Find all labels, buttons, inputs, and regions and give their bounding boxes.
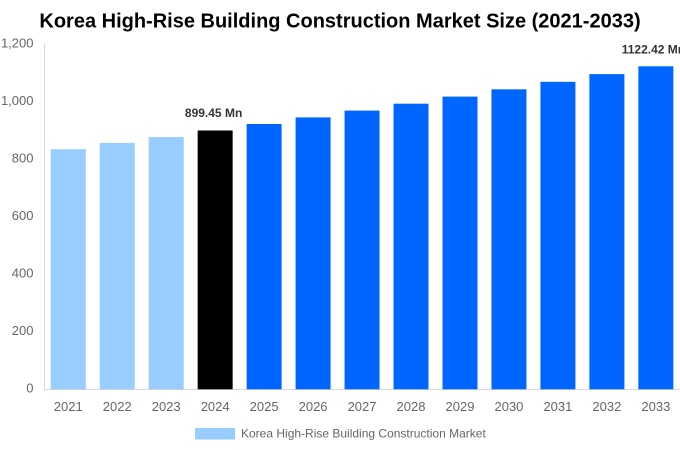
svg-text:1122.42 Mn: 1122.42 Mn — [622, 42, 680, 56]
svg-text:2030: 2030 — [494, 399, 523, 414]
svg-text:400: 400 — [12, 266, 34, 281]
svg-text:2033: 2033 — [641, 399, 670, 414]
svg-text:Korea High-Rise Building Const: Korea High-Rise Building Construction Ma… — [39, 11, 640, 33]
svg-text:2027: 2027 — [348, 399, 377, 414]
svg-text:0: 0 — [26, 381, 33, 396]
svg-text:2026: 2026 — [299, 399, 328, 414]
svg-text:Korea High-Rise Building Const: Korea High-Rise Building Construction Ma… — [241, 427, 486, 441]
svg-text:2023: 2023 — [152, 399, 181, 414]
svg-text:2022: 2022 — [103, 399, 132, 414]
svg-text:600: 600 — [12, 208, 34, 223]
svg-text:2024: 2024 — [201, 399, 230, 414]
svg-text:2028: 2028 — [397, 399, 426, 414]
svg-text:2031: 2031 — [543, 399, 572, 414]
svg-text:2021: 2021 — [54, 399, 83, 414]
svg-text:2029: 2029 — [446, 399, 475, 414]
svg-text:2032: 2032 — [592, 399, 621, 414]
svg-text:899.45 Mn: 899.45 Mn — [185, 106, 242, 120]
svg-text:1,000: 1,000 — [1, 93, 34, 108]
svg-text:200: 200 — [12, 323, 34, 338]
svg-text:1,200: 1,200 — [1, 35, 34, 50]
svg-text:2025: 2025 — [250, 399, 279, 414]
svg-text:800: 800 — [12, 151, 34, 166]
